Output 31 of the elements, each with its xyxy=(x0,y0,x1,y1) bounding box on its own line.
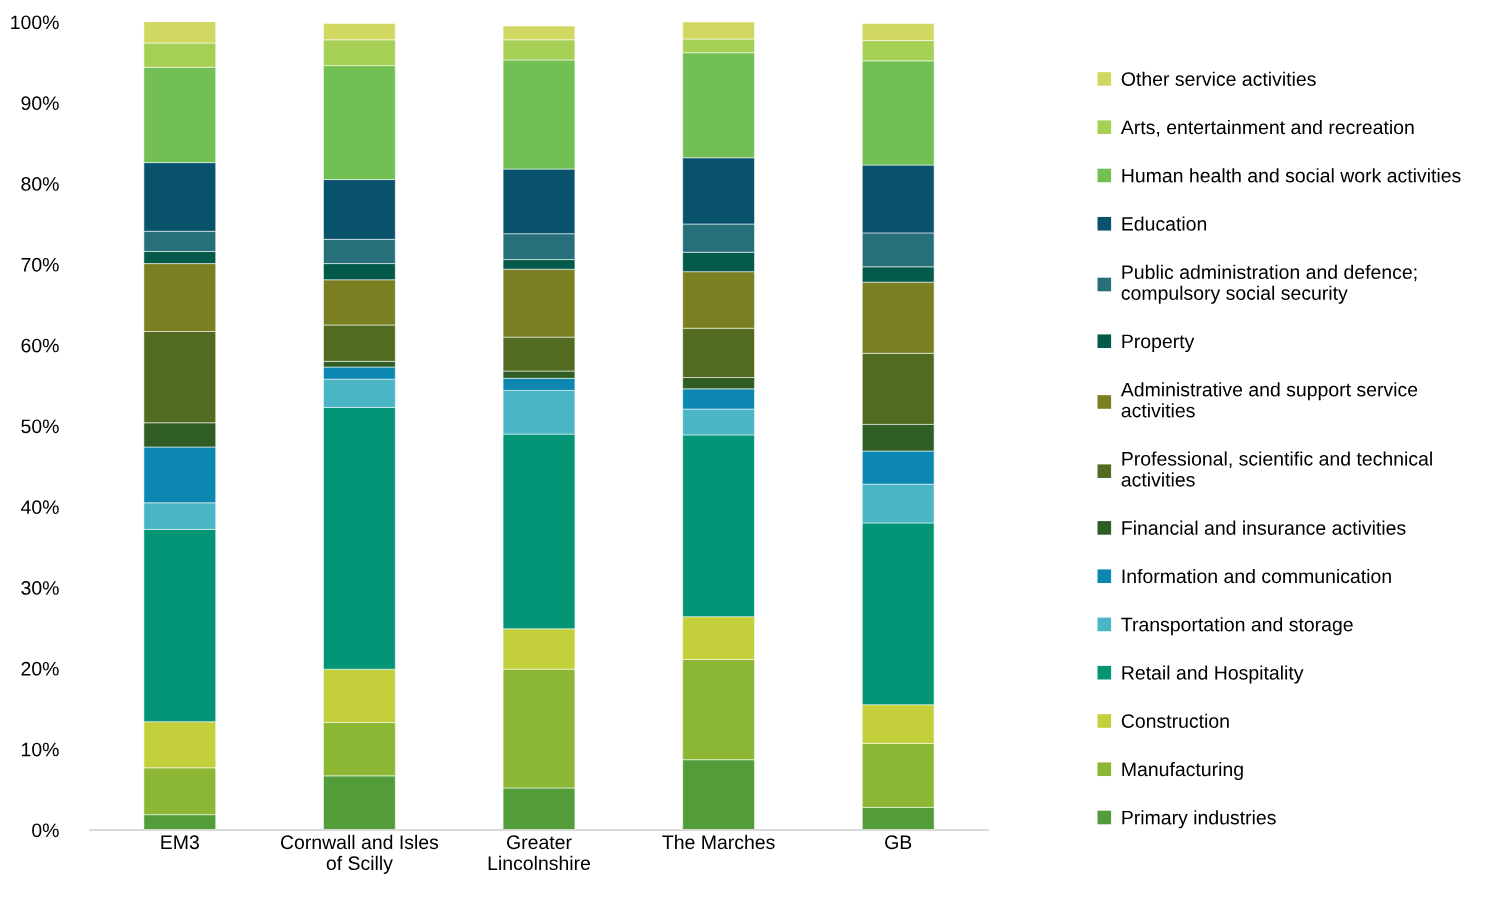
x-tick-label: Cornwall and Isles of Scilly xyxy=(280,834,439,874)
legend-label: Professional, scientific and technical activities xyxy=(1121,451,1432,487)
legend-label: Information and communication xyxy=(1122,568,1391,584)
x-tick-label: Greater Lincolnshire xyxy=(488,835,591,871)
x-tick-label: EM3 xyxy=(161,835,199,850)
y-tick-label: 10% xyxy=(22,742,59,757)
y-tick-label: 20% xyxy=(21,661,59,676)
x-tick-label: GB xyxy=(885,835,912,850)
legend-label: Administrative and support service activities xyxy=(1120,382,1418,418)
legend-label: Education xyxy=(1122,216,1207,231)
legend-label: Retail and Hospitality xyxy=(1122,665,1304,684)
legend-label: Financial and insurance activities xyxy=(1122,520,1406,535)
y-tick-label: 30% xyxy=(21,581,59,595)
y-tick-label: 60% xyxy=(21,338,59,353)
legend-label: Construction xyxy=(1121,713,1229,728)
legend-label: Property xyxy=(1122,334,1195,353)
y-tick-label: 90% xyxy=(21,96,59,111)
legend-label: Arts, entertainment and recreation xyxy=(1120,119,1414,137)
legend-label: Manufacturing xyxy=(1122,761,1243,781)
legend-label: Human health and social work activities xyxy=(1122,168,1461,183)
x-tick-label: The Marches xyxy=(662,834,775,850)
y-tick-label: 80% xyxy=(21,177,59,191)
y-tick-label: 40% xyxy=(20,500,59,515)
y-tick-label: 100% xyxy=(11,15,59,30)
legend-label: Other service activities xyxy=(1121,71,1316,86)
y-tick-label: 70% xyxy=(21,257,59,272)
legend-label: Public administration and defence; compulsory social security xyxy=(1121,264,1417,304)
y-tick-label: 50% xyxy=(21,419,59,434)
y-tick-label: 0% xyxy=(32,823,59,838)
legend-label: Transportation and storage xyxy=(1121,617,1353,636)
legend-label: Primary industries xyxy=(1122,810,1276,829)
